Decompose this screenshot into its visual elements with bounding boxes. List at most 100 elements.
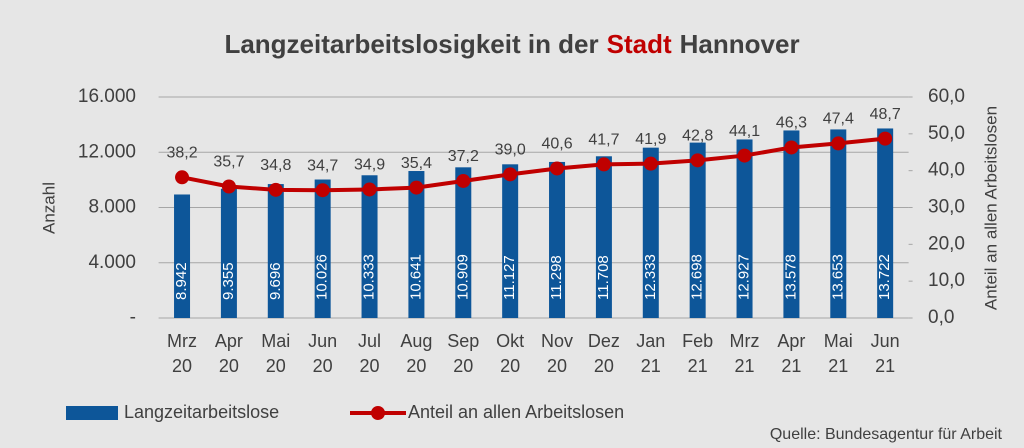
x-tick-label: Jun: [871, 331, 900, 351]
line-data-label: 37,2: [448, 148, 479, 165]
bar-data-label: 12.698: [689, 254, 706, 300]
source: Quelle: Bundesagentur für Arbeit: [770, 426, 1003, 443]
line-data-label: 39,0: [495, 142, 526, 159]
line-data-label: 41,7: [588, 132, 619, 149]
line-point: [409, 180, 424, 195]
bar: [502, 164, 519, 318]
x-tick-label: Mai: [824, 331, 853, 351]
bar: [267, 184, 284, 318]
x-tick-label: Mrz: [167, 331, 197, 351]
line-point: [690, 153, 705, 168]
bar: [314, 179, 331, 318]
line-data-label: 42,8: [682, 128, 713, 145]
line-point: [315, 183, 330, 198]
x-tick-label: 20: [500, 356, 520, 376]
bar: [689, 142, 706, 318]
x-tick-label: Mai: [261, 331, 290, 351]
y2-tick-label: 30,0: [928, 197, 965, 218]
bar-data-label: 11.127: [501, 255, 518, 300]
x-tick-label: 20: [547, 356, 567, 376]
y2-tick-label: 0,0: [928, 307, 954, 328]
x-tick-label: 21: [735, 356, 755, 376]
bar: [174, 194, 191, 318]
bar: [455, 167, 472, 318]
y2-tick-label: 60,0: [928, 86, 965, 107]
line-data-label: 34,7: [307, 157, 338, 174]
line-data-label: 38,2: [166, 145, 197, 162]
x-tick-label: 20: [219, 356, 239, 376]
x-tick-label: 21: [875, 356, 895, 376]
x-tick-label: 20: [313, 356, 333, 376]
y-tick-label: 16.000: [78, 86, 136, 107]
y2-tick-label: 10,0: [928, 270, 965, 291]
x-tick-label: 20: [172, 356, 192, 376]
x-tick-label: Jul: [358, 331, 381, 351]
bar: [220, 188, 237, 318]
y2-tick-label: 40,0: [928, 160, 965, 181]
chart-title: Langzeitarbeitslosigkeit in der Stadt Hann…: [224, 29, 799, 59]
bar: [783, 130, 800, 318]
x-tick-label: Jun: [308, 331, 337, 351]
x-tick-label: 21: [688, 356, 708, 376]
line-data-label: 34,9: [354, 157, 385, 174]
bar-data-label: 13.578: [782, 254, 799, 300]
bar-data-label: 8.942: [173, 262, 190, 300]
title-part: Stadt: [607, 29, 672, 59]
x-tick-label: Aug: [400, 331, 432, 351]
line-point: [550, 161, 565, 176]
x-tick-label: Jan: [636, 331, 665, 351]
line-point: [362, 182, 377, 197]
bar-data-label: 11.708: [595, 255, 612, 300]
legend-label: Anteil an allen Arbeitslosen: [408, 402, 624, 422]
bar-data-label: 10.026: [314, 254, 331, 300]
x-tick-label: Mrz: [730, 331, 760, 351]
y-tick-label: 12.000: [78, 141, 136, 162]
line-data-label: 47,4: [823, 111, 854, 128]
line-data-label: 46,3: [776, 115, 807, 132]
bar-data-label: 9.355: [220, 262, 237, 300]
line-point: [737, 148, 752, 163]
x-tick-label: Apr: [777, 331, 805, 351]
bar: [549, 161, 566, 318]
x-tick-label: 20: [360, 356, 380, 376]
line-point: [268, 182, 283, 197]
bar-data-label: 12.927: [736, 254, 753, 300]
bar: [361, 175, 378, 318]
line: [181, 136, 886, 193]
bar-data-label: 12.333: [642, 254, 659, 300]
legend-marker: [371, 406, 385, 420]
title-part: Hannover: [680, 29, 800, 59]
line-point: [456, 173, 471, 188]
x-tick-label: 21: [781, 356, 801, 376]
y-tick-label: -: [130, 307, 136, 328]
line-point: [596, 157, 611, 172]
x-tick-label: Nov: [541, 331, 573, 351]
bar: [595, 156, 612, 318]
x-tick-label: Sep: [447, 331, 479, 351]
x-tick-label: 20: [453, 356, 473, 376]
x-tick-label: Feb: [682, 331, 713, 351]
line-data-label: 35,4: [401, 155, 432, 172]
line-point: [878, 131, 893, 146]
x-tick-label: Dez: [588, 331, 620, 351]
line-point: [221, 179, 236, 194]
legend-label: Langzeitarbeitslose: [124, 402, 279, 422]
line-point: [643, 156, 658, 171]
line-point: [784, 140, 799, 155]
line-point: [503, 167, 518, 182]
bar-data-label: 13.653: [829, 254, 846, 300]
y-tick-label: 8.000: [88, 197, 136, 218]
bar-data-label: 10.333: [361, 254, 378, 300]
line-data-label: 48,7: [870, 106, 901, 123]
x-tick-label: Apr: [215, 331, 243, 351]
y2-axis-label: Anteil an allen Arbeitslosen: [981, 106, 1000, 310]
y-axis-label: Anzahl: [39, 182, 58, 234]
bar: [408, 171, 425, 318]
x-tick-label: Okt: [496, 331, 524, 351]
bar-data-label: 13.722: [876, 254, 893, 300]
line-point: [175, 170, 190, 185]
x-tick-label: 21: [641, 356, 661, 376]
legend-swatch: [66, 406, 118, 420]
y2-tick-label: 50,0: [928, 123, 965, 144]
